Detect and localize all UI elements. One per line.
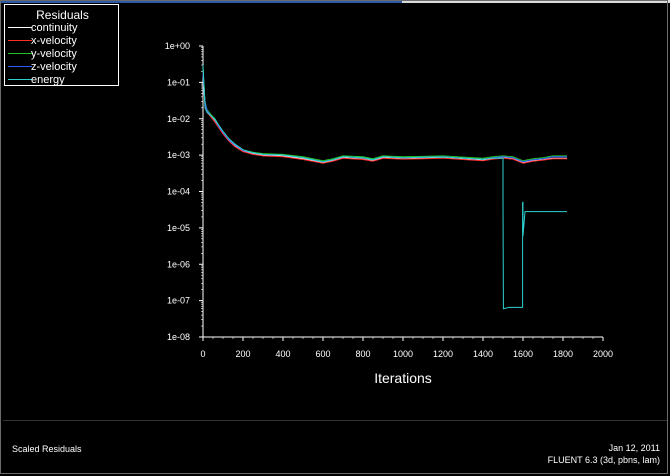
plot-info: Jan 12, 2011 FLUENT 6.3 (3d, pbns, lam) <box>548 442 660 466</box>
x-tick-label: 0 <box>200 349 205 359</box>
legend-item-energy: energy <box>5 74 118 86</box>
plot-type-label: Scaled Residuals <box>12 444 82 454</box>
legend-label-x-velocity: x-velocity <box>31 35 77 47</box>
x-tick-label: 400 <box>275 349 290 359</box>
legend-swatch-energy <box>8 79 32 80</box>
legend-item-continuity: continuity <box>5 22 118 34</box>
y-tick-label: 1e-02 <box>167 114 190 124</box>
plot-axes: 1e+00 1e-01 1e-02 1e-03 1e-04 1e-05 1e-06 1e-07… <box>165 41 613 359</box>
series-line-z-velocity <box>202 73 567 163</box>
series-line-x-velocity <box>202 71 567 164</box>
x-tick-label: 600 <box>315 349 330 359</box>
y-tick-label: 1e-03 <box>167 150 190 160</box>
residuals-legend: Residuals continuity x-velocity y-veloci… <box>4 4 119 86</box>
y-tick-label: 1e-06 <box>167 259 190 269</box>
x-tick-label: 2000 <box>593 349 613 359</box>
x-tick-label: 1600 <box>513 349 533 359</box>
legend-swatch-z-velocity <box>8 66 32 67</box>
series-line-continuity <box>202 79 567 164</box>
legend-swatch-x-velocity <box>8 40 32 41</box>
legend-item-x-velocity: x-velocity <box>5 35 118 47</box>
series-line-y-velocity <box>202 67 567 162</box>
y-tick-label: 1e-04 <box>167 187 190 197</box>
footer-divider <box>3 420 667 421</box>
x-tick-label: 200 <box>235 349 250 359</box>
x-tick-label: 1200 <box>433 349 453 359</box>
legend-title: Residuals <box>36 8 89 22</box>
x-axis-label: Iterations <box>374 370 432 386</box>
y-tick-label: 1e-01 <box>167 77 190 87</box>
x-tick-label: 1400 <box>473 349 493 359</box>
series-layer <box>202 64 567 310</box>
plot-date: Jan 12, 2011 <box>608 443 660 453</box>
window-top-accent <box>0 0 670 3</box>
solver-version: FLUENT 6.3 (3d, pbns, lam) <box>547 455 660 465</box>
y-tick-label: 1e-08 <box>167 332 190 342</box>
legend-label-energy: energy <box>31 74 65 86</box>
legend-label-continuity: continuity <box>31 22 78 34</box>
x-tick-label: 1000 <box>393 349 413 359</box>
y-tick-label: 1e-05 <box>167 223 190 233</box>
y-tick-label: 1e-07 <box>167 296 190 306</box>
y-tick-label: 1e+00 <box>165 41 190 51</box>
legend-swatch-continuity <box>8 27 32 28</box>
legend-item-z-velocity: z-velocity <box>5 61 118 73</box>
legend-label-z-velocity: z-velocity <box>31 61 77 73</box>
series-line-energy <box>202 64 567 310</box>
x-tick-label: 1800 <box>553 349 573 359</box>
legend-label-y-velocity: y-velocity <box>31 48 77 60</box>
legend-item-y-velocity: y-velocity <box>5 48 118 60</box>
legend-swatch-y-velocity <box>8 53 32 54</box>
x-tick-label: 800 <box>355 349 370 359</box>
